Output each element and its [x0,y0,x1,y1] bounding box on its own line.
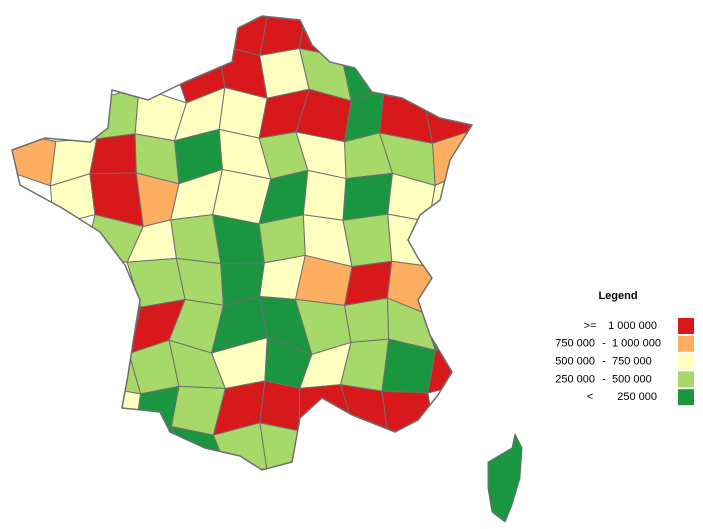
department [259,422,311,470]
department [126,257,186,308]
legend-operator: < [587,391,593,403]
department [170,469,230,470]
legend-from: 750 000 [555,338,595,350]
legend-sep: - [602,373,606,385]
department [170,214,222,265]
legend-from: 250 000 [555,373,595,385]
legend-from: 500 000 [555,356,595,368]
department [302,169,347,221]
legend-to: 1 000 000 [612,338,661,350]
department [213,468,268,470]
country-outline [11,15,474,471]
legend-swatch [678,335,694,352]
legend-swatch [678,318,694,334]
department [381,390,434,439]
department [135,469,186,470]
department [344,297,390,343]
legend-to: 750 000 [612,356,652,368]
department [342,213,393,268]
department [299,16,343,58]
legend-sep: - [602,338,606,350]
legend-swatch [678,371,694,388]
department [259,380,301,432]
legend-swatch [678,353,694,370]
departments [12,16,472,470]
corsica [487,433,523,523]
legend-to: 500 000 [612,373,652,385]
legend-operator: >= [584,320,597,332]
legend-to: 1 000 000 [608,320,657,332]
legend-sep: - [602,356,606,368]
department [93,385,142,438]
department [387,213,438,268]
department [12,133,57,187]
department [89,133,137,175]
legend-swatch [678,389,694,406]
department [342,172,393,221]
legend-to: 250 000 [617,391,657,403]
legend-title: Legend [598,290,637,302]
